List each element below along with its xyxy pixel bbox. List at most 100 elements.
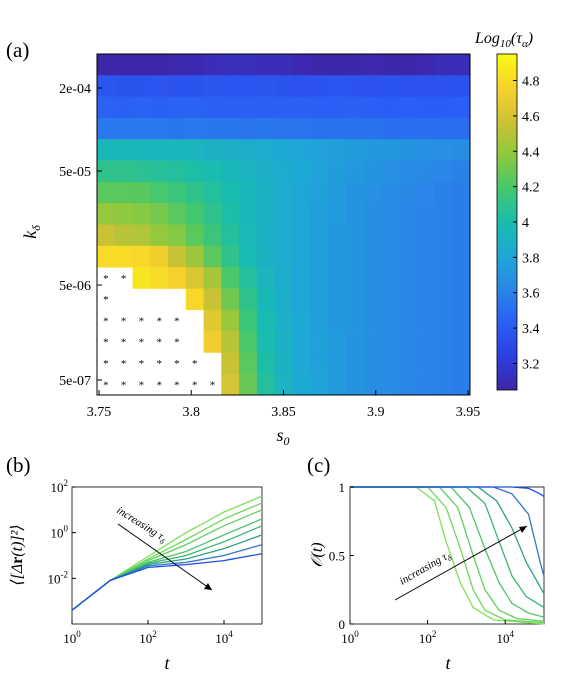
heatmap-cell bbox=[239, 288, 258, 311]
heatmap-cell bbox=[398, 203, 418, 225]
heatmap-cell bbox=[363, 203, 382, 225]
heatmap-cell bbox=[327, 309, 347, 332]
heatmap-cell bbox=[310, 352, 329, 375]
heatmap-cell bbox=[398, 245, 418, 268]
unconverged-marker: * bbox=[139, 358, 145, 370]
heatmap-cell bbox=[185, 160, 204, 183]
series-line bbox=[71, 543, 263, 611]
heatmap-cell bbox=[327, 160, 347, 183]
msd-y-label: ⟨[Δr(t)]²⟩ bbox=[9, 524, 26, 585]
tick-label: 102 bbox=[419, 629, 437, 646]
heatmap-cell bbox=[345, 75, 364, 98]
heatmap-cell bbox=[345, 288, 364, 311]
heatmap-cell bbox=[416, 160, 435, 183]
unconverged-marker: * bbox=[103, 294, 109, 306]
heatmap-cell bbox=[221, 203, 240, 225]
series-line bbox=[350, 486, 545, 577]
heatmap-cell bbox=[381, 373, 400, 396]
heatmap-cell bbox=[292, 54, 311, 76]
heatmap-cell bbox=[292, 245, 311, 268]
heatmap-cell bbox=[274, 224, 293, 247]
heatmap-cell bbox=[239, 96, 258, 119]
unconverged-marker: * bbox=[174, 337, 180, 349]
heatmap-cell bbox=[345, 181, 364, 204]
heatmap-cell bbox=[150, 203, 169, 225]
heatmap-cell bbox=[221, 352, 240, 375]
heatmap-cell bbox=[398, 331, 418, 353]
heatmap-cell bbox=[381, 309, 400, 332]
unconverged-marker: * bbox=[103, 273, 109, 285]
heatmap-cell bbox=[150, 181, 169, 204]
heatmap-cell bbox=[434, 54, 453, 76]
heatmap-cell bbox=[274, 203, 293, 225]
heatmap-cell bbox=[203, 54, 222, 76]
heatmap-y-ticks: 2e-04 5e-05 5e-06 5e-07 bbox=[59, 82, 102, 389]
heatmap-cell bbox=[168, 96, 187, 119]
heatmap-cell bbox=[185, 224, 204, 247]
heatmap-cell bbox=[452, 267, 471, 289]
heatmap-cell bbox=[168, 224, 187, 247]
heatmap-cell bbox=[203, 203, 222, 225]
heatmap-cell bbox=[452, 139, 471, 161]
overlap-arrowhead bbox=[519, 526, 527, 533]
heatmap-cell bbox=[416, 54, 435, 76]
overlap-y-label: 𝒪(t) bbox=[309, 542, 326, 567]
heatmap-cell bbox=[150, 160, 169, 183]
heatmap-cell bbox=[452, 288, 471, 311]
heatmap-cell bbox=[203, 267, 222, 289]
heatmap-x-ticks: 3.75 3.8 3.85 3.9 3.95 bbox=[87, 390, 480, 420]
heatmap-cell bbox=[150, 224, 169, 247]
unconverged-marker: * bbox=[121, 337, 127, 349]
unconverged-marker: * bbox=[156, 315, 162, 327]
heatmap-cell bbox=[168, 245, 187, 268]
heatmap-cell bbox=[416, 96, 435, 119]
tick-label: 0.5 bbox=[329, 549, 345, 564]
heatmap-cell bbox=[221, 267, 240, 289]
tick-label: 0 bbox=[339, 617, 346, 632]
heatmap-cell bbox=[310, 117, 329, 140]
heatmap-cell bbox=[416, 245, 435, 268]
heatmap-cell bbox=[452, 309, 471, 332]
heatmap-cell bbox=[434, 331, 453, 353]
heatmap-cell bbox=[221, 160, 240, 183]
heatmap-cell bbox=[221, 75, 240, 98]
heatmap-cell bbox=[114, 139, 133, 161]
heatmap-cell bbox=[203, 224, 222, 247]
heatmap-cell bbox=[416, 373, 435, 396]
heatmap-cell bbox=[132, 139, 151, 161]
heatmap-cell bbox=[434, 181, 453, 204]
heatmap-cell bbox=[292, 267, 311, 289]
tick-label: 100 bbox=[51, 524, 69, 541]
msd-arrow bbox=[117, 523, 213, 591]
heatmap-cell bbox=[416, 203, 435, 225]
heatmap-cell bbox=[274, 373, 293, 396]
heatmap-cell bbox=[310, 245, 329, 268]
msd-plot-frame bbox=[71, 486, 263, 625]
heatmap-cell bbox=[132, 75, 151, 98]
heatmap-cell bbox=[363, 54, 382, 76]
unconverged-marker: * bbox=[121, 379, 127, 391]
heatmap-cell bbox=[221, 96, 240, 119]
heatmap-cell bbox=[416, 267, 435, 289]
tick-label: 10-2 bbox=[48, 569, 69, 586]
overlap-ticks: 100 102 104 0 0.5 1 bbox=[329, 480, 515, 646]
heatmap-cell bbox=[310, 331, 329, 353]
heatmap-cell bbox=[239, 331, 258, 353]
tick-label: 1 bbox=[339, 480, 346, 495]
heatmap-cell bbox=[221, 309, 240, 332]
heatmap-cell bbox=[363, 352, 382, 375]
heatmap-cell bbox=[185, 203, 204, 225]
heatmap-cell bbox=[363, 139, 382, 161]
heatmap-cell bbox=[345, 139, 364, 161]
heatmap-cell bbox=[256, 160, 276, 183]
heatmap-cell bbox=[292, 203, 311, 225]
msd-ticks: 100 102 104 102 100 10-2 bbox=[48, 478, 234, 646]
heatmap-cell bbox=[256, 245, 276, 268]
heatmap-cell bbox=[381, 224, 400, 247]
heatmap-cell bbox=[132, 245, 151, 268]
unconverged-marker: * bbox=[103, 358, 109, 370]
heatmap-cell bbox=[221, 224, 240, 247]
series-line bbox=[350, 486, 545, 595]
heatmap-cell bbox=[381, 331, 400, 353]
heatmap-cell bbox=[168, 54, 187, 76]
